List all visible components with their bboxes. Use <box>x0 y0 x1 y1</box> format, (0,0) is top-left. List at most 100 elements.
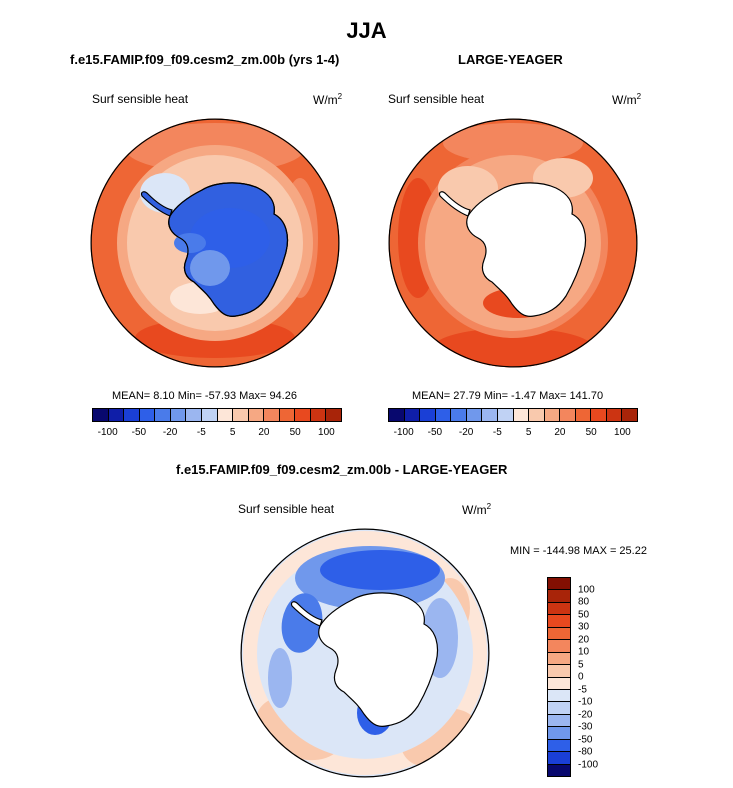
colorbar-tick-label: 100 <box>614 427 631 438</box>
colorbar-swatch <box>389 409 405 421</box>
colorbar-swatch <box>466 409 483 421</box>
colorbar-swatch <box>548 578 570 591</box>
map-border <box>388 118 638 368</box>
panel-2-title: LARGE-YEAGER <box>458 52 563 67</box>
colorbar-swatch <box>548 689 570 703</box>
panel-2-units-label: W/m2 <box>612 92 642 107</box>
colorbar-swatch <box>606 409 623 421</box>
colorbar-tick-label: 5 <box>578 659 584 670</box>
colorbar-tick-label: -10 <box>578 696 593 708</box>
colorbar-swatch <box>451 409 467 421</box>
colorbar-swatch <box>233 409 249 421</box>
colorbar-swatch <box>560 409 576 421</box>
colorbar-swatch <box>435 409 452 421</box>
panel-2-polar-map <box>388 118 638 368</box>
colorbar-swatch <box>295 409 311 421</box>
panel-1-title: f.e15.FAMIP.f09_f09.cesm2_zm.00b (yrs 1-… <box>70 52 340 67</box>
colorbar-tick-label: -80 <box>578 746 593 758</box>
colorbar-swatch <box>591 409 607 421</box>
colorbar-tick-label: 80 <box>578 596 590 608</box>
colorbar-tick-label: -100 <box>578 759 599 770</box>
colorbar-swatch <box>513 409 530 421</box>
colorbar-swatch <box>548 602 570 616</box>
colorbar-tick-label: 50 <box>578 609 590 620</box>
colorbar-tick-label: 20 <box>578 634 590 645</box>
colorbar-swatch <box>155 409 171 421</box>
colorbar-swatch <box>326 409 341 421</box>
panel-3-variable-label: Surf sensible heat <box>238 502 335 516</box>
colorbar-tick-label: 50 <box>585 427 597 438</box>
colorbar-tick-label: 50 <box>289 427 301 438</box>
map-border <box>240 528 490 778</box>
antarctic-peninsula <box>140 191 173 217</box>
colorbar-swatch <box>186 409 202 421</box>
colorbar-tick-label: -20 <box>162 427 178 438</box>
colorbar-tick-label: 10 <box>578 646 590 658</box>
colorbar-tick-label: -50 <box>131 427 147 438</box>
colorbar-swatch <box>548 677 570 690</box>
colorbar-swatch <box>279 409 296 421</box>
colorbar-tick-label: -5 <box>578 684 587 695</box>
colorbar-tick-label: 5 <box>525 427 532 438</box>
colorbar-swatch <box>124 409 140 421</box>
map-border <box>90 118 340 368</box>
colorbar-swatch <box>108 409 125 421</box>
colorbar-swatch <box>404 409 421 421</box>
figure-title: JJA <box>346 18 387 43</box>
colorbar-swatch <box>544 409 561 421</box>
panel-1-colorbar <box>92 408 342 422</box>
colorbar-tick-label: 20 <box>258 427 270 438</box>
colorbar-swatch <box>548 652 570 666</box>
colorbar-swatch <box>201 409 218 421</box>
colorbar-swatch <box>310 409 327 421</box>
panel-1-stats: MEAN= 8.10 Min= -57.93 Max= 94.26 <box>112 390 297 402</box>
colorbar-swatch <box>548 640 570 653</box>
antarctica-landmass <box>318 592 439 727</box>
colorbar-swatch <box>548 727 570 740</box>
panel-3-units-label: W/m2 <box>462 502 492 517</box>
panel-2-variable-label: Surf sensible heat <box>388 92 485 106</box>
antarctic-peninsula <box>438 191 471 217</box>
colorbar-tick-label: -100 <box>97 427 118 438</box>
panel-2-stats: MEAN= 27.79 Min= -1.47 Max= 141.70 <box>412 390 604 402</box>
colorbar-swatch <box>248 409 265 421</box>
colorbar-tick-label: -20 <box>458 427 474 438</box>
colorbar-swatch <box>548 665 570 678</box>
colorbar-swatch <box>217 409 234 421</box>
colorbar-swatch <box>548 714 570 728</box>
colorbar-swatch <box>497 409 514 421</box>
colorbar-tick-label: 0 <box>578 671 584 683</box>
colorbar-tick-label: -30 <box>578 721 593 733</box>
colorbar-tick-label: -5 <box>492 427 502 438</box>
colorbar-tick-label: -100 <box>393 427 414 438</box>
colorbar-tick-label: -20 <box>578 709 593 720</box>
colorbar-tick-label: -50 <box>427 427 443 438</box>
colorbar-tick-label: 100 <box>318 427 335 438</box>
colorbar-tick-label: 20 <box>554 427 566 438</box>
colorbar-swatch <box>264 409 280 421</box>
colorbar-swatch <box>548 739 570 753</box>
antarctic-peninsula <box>290 601 323 627</box>
colorbar-swatch <box>548 764 570 776</box>
panel-3-polar-map <box>240 528 490 778</box>
panel-1-variable-label: Surf sensible heat <box>92 92 189 106</box>
colorbar-swatch <box>482 409 498 421</box>
colorbar-swatch <box>529 409 545 421</box>
panel-3-colorbar <box>547 577 571 777</box>
colorbar-swatch <box>548 627 570 641</box>
panel-1-polar-map <box>90 118 340 368</box>
colorbar-swatch <box>548 615 570 628</box>
colorbar-swatch <box>420 409 436 421</box>
colorbar-swatch <box>575 409 592 421</box>
colorbar-swatch <box>548 752 570 765</box>
panel-3-stats: MIN = -144.98 MAX = 25.22 <box>510 545 647 557</box>
colorbar-swatch <box>622 409 637 421</box>
panel-2-colorbar <box>388 408 638 422</box>
colorbar-swatch <box>93 409 109 421</box>
colorbar-swatch <box>139 409 156 421</box>
antarctica-landmass <box>466 182 587 317</box>
colorbar-tick-label: -5 <box>196 427 206 438</box>
colorbar-swatch <box>548 702 570 715</box>
panel-3-title: f.e15.FAMIP.f09_f09.cesm2_zm.00b - LARGE… <box>176 462 508 477</box>
colorbar-swatch <box>548 590 570 603</box>
